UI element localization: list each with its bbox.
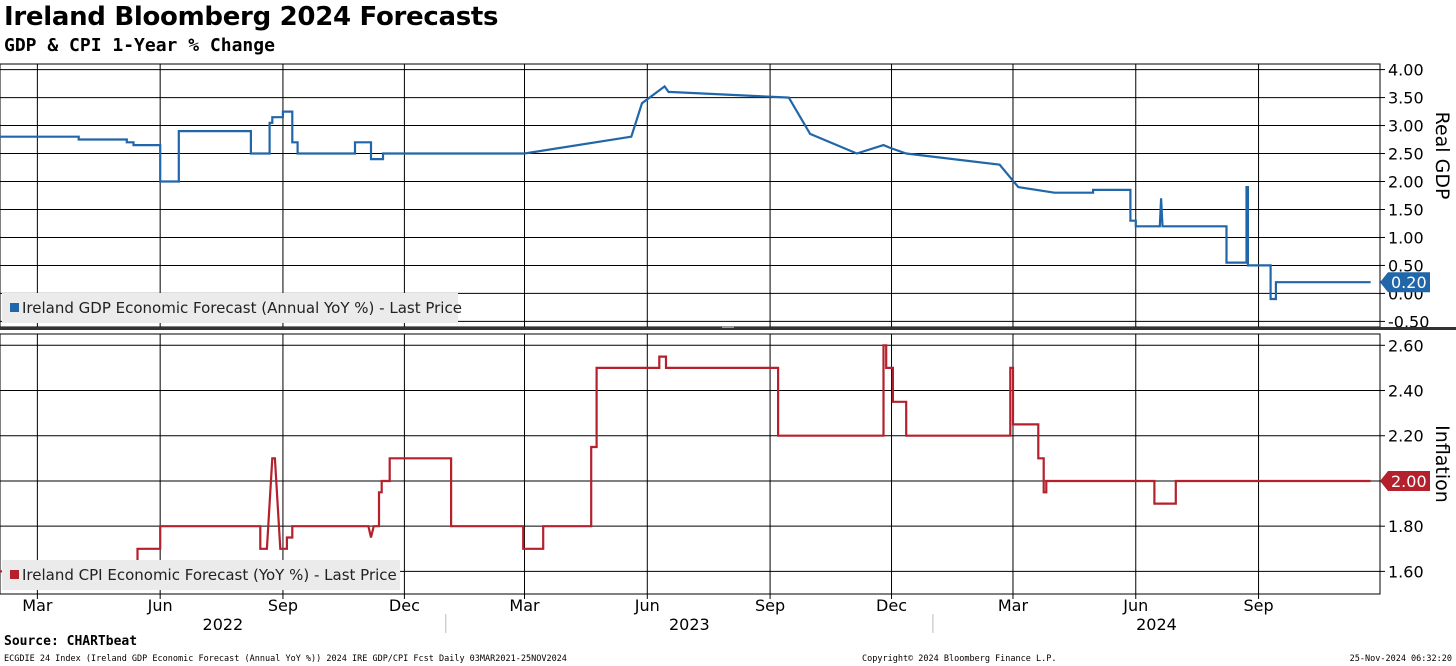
y-tick-label: 4.00 — [1388, 61, 1424, 80]
y-tick-label: 2.20 — [1388, 427, 1424, 446]
y-tick-label: 1.60 — [1388, 562, 1424, 581]
series-line-bottom — [0, 344, 1371, 573]
y-tick-label: 1.00 — [1388, 228, 1424, 247]
legend-background — [2, 293, 458, 323]
x-month-label: Mar — [22, 596, 53, 615]
y-tick-label: 2.00 — [1388, 173, 1424, 192]
panel-top: -0.500.000.501.001.502.002.503.003.504.0… — [0, 61, 1453, 331]
legend-swatch — [10, 303, 19, 312]
source-label: Source: CHARTbeat — [4, 634, 138, 649]
x-month-label: Dec — [389, 596, 420, 615]
y-axis-title: Inflation — [1431, 425, 1453, 503]
legend-label: Ireland CPI Economic Forecast (YoY %) - … — [22, 566, 397, 584]
x-month-label: Sep — [1243, 596, 1273, 615]
x-year-label: 2024 — [1136, 615, 1177, 634]
series-info-line: ECGDIE 24 Index (Ireland GDP Economic Fo… — [4, 654, 567, 664]
legend-label: Ireland GDP Economic Forecast (Annual Yo… — [22, 299, 462, 317]
x-month-label: Dec — [876, 596, 907, 615]
legend-swatch — [10, 570, 19, 579]
timestamp-text: 25-Nov-2024 06:32:20 — [1349, 654, 1452, 664]
panel-bottom: 1.60 1.80 2.00 2.20 2.40 2.60 Ireland CPI Econ… — [0, 333, 1453, 595]
last-value-tag — [1380, 272, 1430, 293]
y-tick-label: 0.50 — [1388, 256, 1424, 275]
chart-subtitle: GDP & CPI 1-Year % Change — [4, 35, 275, 56]
series-line-top — [0, 84, 1371, 301]
panel-divider — [0, 327, 1456, 330]
chart-title: Ireland Bloomberg 2024 Forecasts — [4, 2, 499, 32]
y-tick-label: 1.80 — [1388, 517, 1424, 536]
x-month-label: Jun — [634, 596, 660, 615]
x-year-label: 2022 — [203, 615, 244, 634]
plot-area — [0, 63, 1381, 328]
y-tick-label: 2.50 — [1388, 145, 1424, 164]
y-tick-label: 2.40 — [1388, 382, 1424, 401]
y-tick-label: 2.60 — [1388, 336, 1424, 355]
x-month-label: Jun — [147, 596, 173, 615]
y-tick-label: -0.50 — [1388, 312, 1429, 331]
x-month-label: Sep — [755, 596, 785, 615]
plot-area — [0, 333, 1381, 595]
copyright-text: Copyright© 2024 Bloomberg Finance L.P. — [862, 654, 1057, 664]
y-tick-label: 3.50 — [1388, 89, 1424, 108]
y-tick-label: 3.00 — [1388, 117, 1424, 136]
last-value-label: 2.00 — [1391, 472, 1427, 491]
y-tick-label: 1.50 — [1388, 200, 1424, 219]
x-month-label: Jun — [1122, 596, 1148, 615]
legend-bottom: Ireland CPI Economic Forecast (YoY %) - … — [2, 560, 400, 590]
legend-top: Ireland GDP Economic Forecast (Annual Yo… — [2, 293, 462, 323]
last-value-label: 0.20 — [1391, 273, 1427, 292]
y-axis-title: Real GDP — [1431, 112, 1453, 200]
x-month-label: Sep — [268, 596, 298, 615]
divider-handle — [722, 326, 734, 328]
legend-background — [2, 560, 400, 590]
x-year-label: 2023 — [669, 615, 710, 634]
last-value-tag — [1380, 470, 1430, 491]
x-month-label: Mar — [509, 596, 540, 615]
x-month-label: Mar — [998, 596, 1029, 615]
